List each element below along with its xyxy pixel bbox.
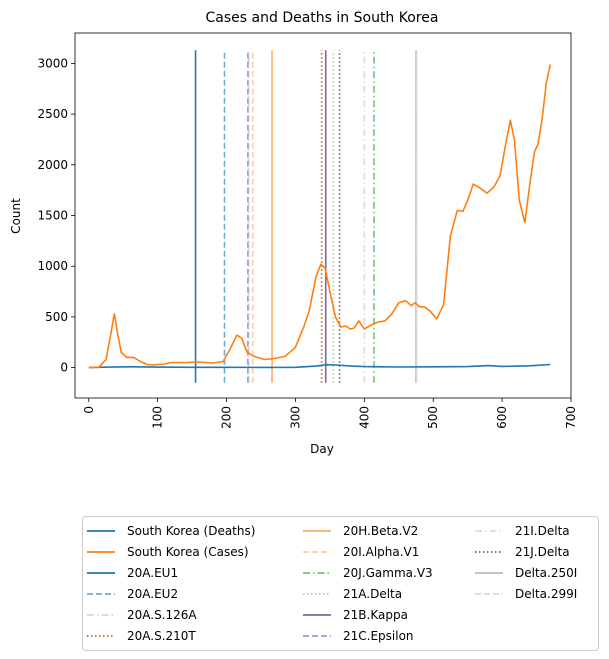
legend-label-13: 21J.Delta (515, 545, 570, 559)
legend-box (82, 516, 599, 651)
legend-label-6: 20H.Beta.V2 (343, 524, 418, 538)
x-tick-label-4: 400 (357, 406, 371, 429)
series-line-1 (88, 64, 552, 369)
y-tick-label-5: 2500 (37, 107, 68, 121)
x-tick-label-5: 500 (426, 406, 440, 429)
legend-label-2: 20A.EU1 (127, 566, 178, 580)
x-tick-label-3: 300 (288, 406, 302, 429)
x-tick-label-1: 100 (151, 406, 165, 429)
x-tick-label-7: 700 (564, 406, 578, 429)
y-axis-label: Count (9, 198, 23, 234)
chart-title: Cases and Deaths in South Korea (206, 10, 439, 26)
legend-label-1: South Korea (Cases) (127, 545, 249, 559)
x-tick-label-0: 0 (82, 406, 96, 414)
x-tick-label-6: 600 (495, 406, 509, 429)
legend-label-0: South Korea (Deaths) (127, 524, 255, 538)
legend-label-9: 21A.Delta (343, 587, 402, 601)
legend-label-15: Delta.299I (515, 587, 577, 601)
plot-area: 0 100 200 300 400 500 600 700 0 500 1000 1500 2000 25… (37, 32, 578, 429)
legend-label-7: 20I.Alpha.V1 (343, 545, 419, 559)
x-tick-label-2: 200 (220, 406, 234, 429)
legend-label-14: Delta.250I (515, 566, 577, 580)
legend-label-12: 21I.Delta (515, 524, 570, 538)
y-tick-label-3: 1500 (37, 209, 68, 223)
y-tick-label-2: 1000 (37, 259, 68, 273)
legend-label-11: 21C.Epsilon (343, 629, 414, 643)
legend-label-10: 21B.Kappa (343, 608, 408, 622)
legend: South Korea (Deaths) South Korea (Cases) 2… (82, 516, 599, 651)
series-line-0 (88, 363, 551, 369)
plot-frame (74, 32, 572, 399)
y-tick-label-4: 2000 (37, 158, 68, 172)
legend-label-3: 20A.EU2 (127, 587, 178, 601)
legend-label-8: 20J.Gamma.V3 (343, 566, 433, 580)
legend-label-5: 20A.S.210T (127, 629, 196, 643)
legend-label-4: 20A.S.126A (127, 608, 197, 622)
x-axis-label: Day (310, 442, 334, 456)
y-tick-label-6: 3000 (37, 56, 68, 70)
y-tick-label-1: 500 (45, 310, 68, 324)
y-tick-label-0: 0 (60, 361, 68, 375)
